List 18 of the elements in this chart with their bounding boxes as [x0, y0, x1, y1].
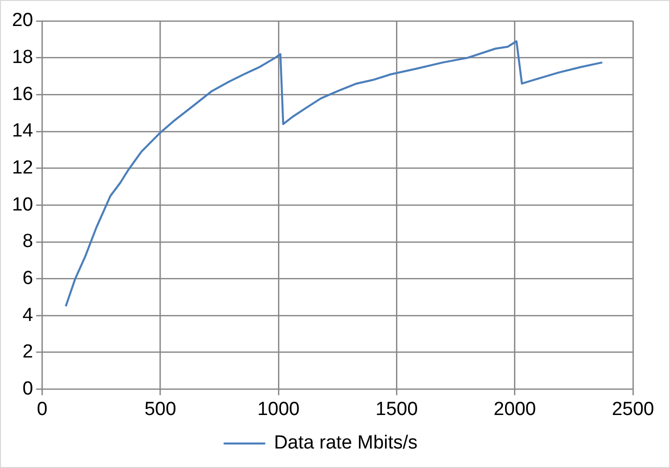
y-tick-label: 12 — [12, 158, 34, 179]
y-tick-label: 6 — [22, 268, 34, 289]
x-tick-label: 0 — [36, 398, 48, 420]
y-tick-label: 18 — [12, 47, 34, 68]
y-tick-label: 4 — [22, 304, 34, 326]
y-tick-label: 14 — [12, 120, 34, 142]
x-tick-label: 1500 — [376, 398, 418, 420]
x-tick-label: 2500 — [612, 398, 654, 420]
y-tick-label: 20 — [12, 10, 34, 32]
x-tick-label: 1000 — [257, 398, 300, 420]
legend-label: Data rate Mbits/s — [274, 432, 418, 454]
y-tick-label: 8 — [22, 231, 34, 252]
y-tick-label: 0 — [22, 378, 34, 400]
y-tick-label: 2 — [22, 342, 34, 363]
x-tick-label: 500 — [144, 398, 176, 420]
y-tick-label: 16 — [12, 84, 34, 105]
y-tick-label: 10 — [12, 194, 34, 216]
x-tick-label: 2000 — [494, 398, 536, 420]
